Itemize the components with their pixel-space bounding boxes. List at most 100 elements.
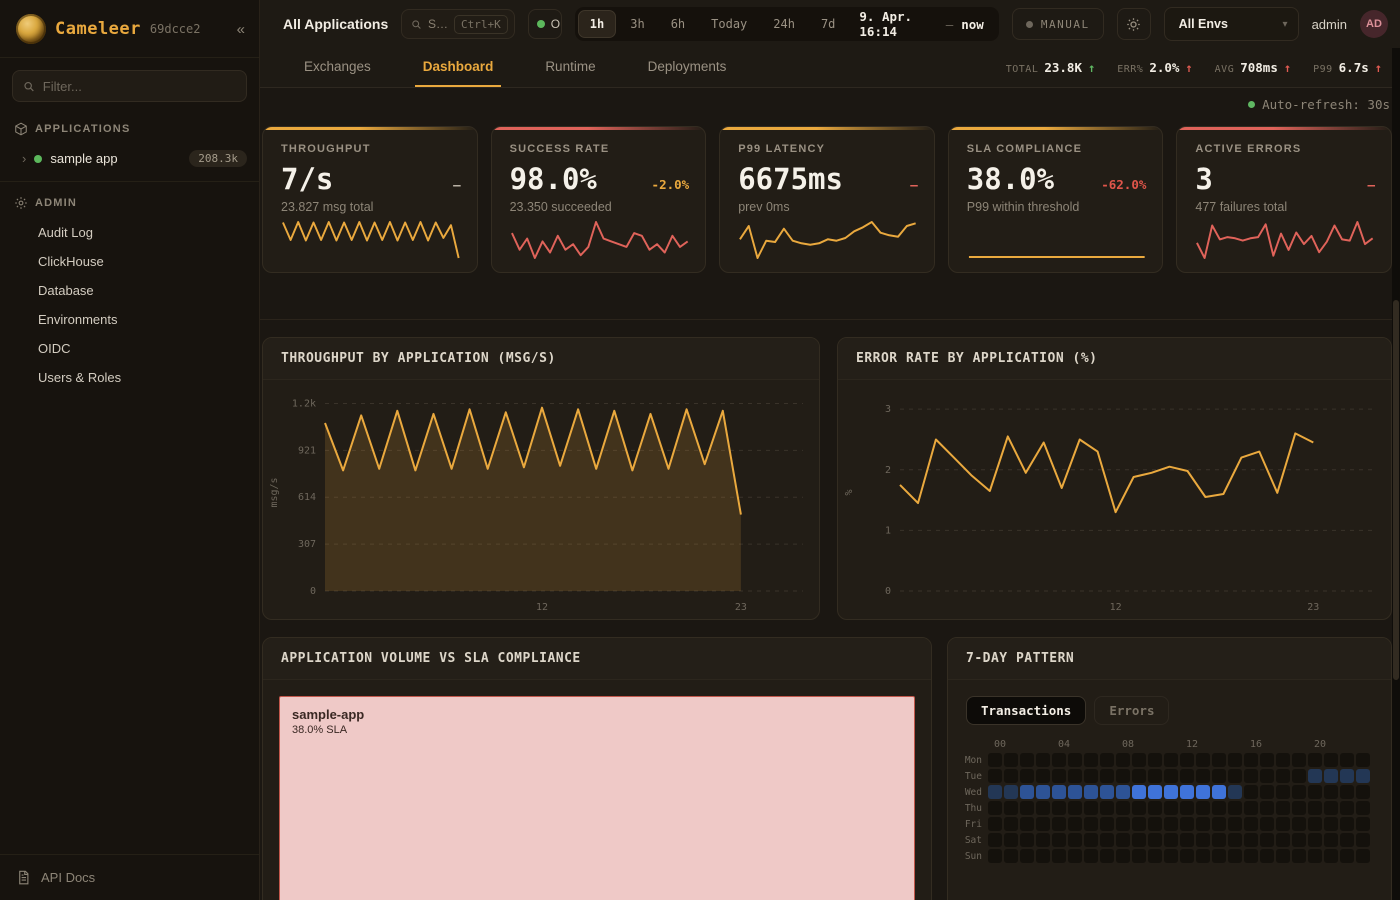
heatmap-cell[interactable]	[1356, 833, 1370, 847]
heatmap-cell[interactable]	[1100, 769, 1114, 783]
heatmap-cell[interactable]	[1068, 753, 1082, 767]
heatmap-cell[interactable]	[1036, 817, 1050, 831]
heatmap-cell[interactable]	[1100, 833, 1114, 847]
heatmap-cell[interactable]	[1324, 801, 1338, 815]
heatmap-cell[interactable]	[1244, 785, 1258, 799]
heatmap-cell[interactable]	[1196, 833, 1210, 847]
heatmap-cell[interactable]	[1196, 769, 1210, 783]
sidebar-item-clickhouse[interactable]: ClickHouse	[38, 254, 104, 269]
heatmap-cell[interactable]	[1132, 849, 1146, 863]
vertical-scrollbar[interactable]	[1392, 48, 1400, 900]
heatmap-cell[interactable]	[1148, 833, 1162, 847]
heatmap-cell[interactable]	[1004, 801, 1018, 815]
heatmap-cell[interactable]	[1164, 833, 1178, 847]
heatmap-cell[interactable]	[1164, 769, 1178, 783]
heatmap-cell[interactable]	[1260, 785, 1274, 799]
heatmap-cell[interactable]	[1068, 801, 1082, 815]
sidebar-item-audit-log[interactable]: Audit Log	[38, 225, 93, 240]
tab-deployments[interactable]: Deployments	[647, 59, 727, 74]
filter-input[interactable]	[42, 78, 236, 94]
heatmap-cell[interactable]	[1260, 801, 1274, 815]
heatmap-cell[interactable]	[1180, 753, 1194, 767]
heatmap-cell[interactable]	[1164, 849, 1178, 863]
heatmap-cell[interactable]	[988, 753, 1002, 767]
tab-exchanges[interactable]: Exchanges	[304, 59, 371, 74]
heatmap-cell[interactable]	[1356, 801, 1370, 815]
sidebar-item-environments[interactable]: Environments	[38, 312, 118, 327]
heatmap-cell[interactable]	[1052, 801, 1066, 815]
heatmap-cell[interactable]	[1340, 801, 1354, 815]
heatmap-cell[interactable]	[1148, 753, 1162, 767]
heatmap-cell[interactable]	[1020, 849, 1034, 863]
manual-mode-button[interactable]: MANUAL	[1011, 8, 1104, 40]
heatmap-cell[interactable]	[1244, 753, 1258, 767]
heatmap-cell[interactable]	[1308, 769, 1322, 783]
heatmap-cell[interactable]	[1244, 833, 1258, 847]
scrollbar-thumb[interactable]	[1393, 300, 1399, 680]
heatmap-cell[interactable]	[1276, 801, 1290, 815]
heatmap-cell[interactable]	[1308, 817, 1322, 831]
heatmap-cell[interactable]	[1100, 849, 1114, 863]
heatmap-cell[interactable]	[1276, 849, 1290, 863]
heatmap-cell[interactable]	[1148, 849, 1162, 863]
treemap-node-sample-app[interactable]: sample-app 38.0% SLA	[279, 696, 915, 900]
heatmap-cell[interactable]	[1324, 833, 1338, 847]
heatmap-cell[interactable]	[1084, 769, 1098, 783]
heatmap-cell[interactable]	[1020, 769, 1034, 783]
heatmap-cell[interactable]	[1260, 833, 1274, 847]
heatmap-cell[interactable]	[1052, 769, 1066, 783]
heatmap-cell[interactable]	[1196, 849, 1210, 863]
heatmap-cell[interactable]	[1148, 785, 1162, 799]
heatmap-cell[interactable]	[1324, 769, 1338, 783]
heatmap-cell[interactable]	[1340, 785, 1354, 799]
heatmap-cell[interactable]	[1324, 785, 1338, 799]
heatmap-cell[interactable]	[1196, 753, 1210, 767]
heatmap-cell[interactable]	[1292, 833, 1306, 847]
heatmap-cell[interactable]	[1180, 769, 1194, 783]
sidebar-filter[interactable]	[12, 70, 247, 102]
heatmap-cell[interactable]	[1164, 817, 1178, 831]
heatmap-cell[interactable]	[1132, 769, 1146, 783]
heatmap-cell[interactable]	[1020, 817, 1034, 831]
heatmap-cell[interactable]	[1148, 817, 1162, 831]
heatmap-cell[interactable]	[1212, 833, 1226, 847]
heatmap-cell[interactable]	[1020, 753, 1034, 767]
heatmap-cell[interactable]	[1292, 769, 1306, 783]
sidebar-item-sample-app[interactable]: › sample app 208.3k	[0, 142, 259, 177]
heatmap-cell[interactable]	[1116, 849, 1130, 863]
heatmap-cell[interactable]	[1068, 785, 1082, 799]
heatmap-cell[interactable]	[1004, 753, 1018, 767]
heatmap-cell[interactable]	[1148, 801, 1162, 815]
live-status-pill[interactable]: O	[527, 9, 562, 39]
heatmap-cell[interactable]	[1356, 849, 1370, 863]
heatmap-cell[interactable]	[1340, 817, 1354, 831]
heatmap-cell[interactable]	[1068, 769, 1082, 783]
heatmap-cell[interactable]	[1036, 833, 1050, 847]
heatmap-cell[interactable]	[1244, 769, 1258, 783]
toggle-errors[interactable]: Errors	[1094, 696, 1170, 725]
heatmap-cell[interactable]	[1244, 801, 1258, 815]
heatmap-cell[interactable]	[1196, 817, 1210, 831]
heatmap-cell[interactable]	[1132, 785, 1146, 799]
range-button-24h[interactable]: 24h	[773, 17, 795, 31]
tab-dashboard[interactable]: Dashboard	[414, 48, 502, 87]
heatmap-cell[interactable]	[1132, 753, 1146, 767]
heatmap-cell[interactable]	[1084, 785, 1098, 799]
sidebar-footer[interactable]: API Docs	[0, 854, 259, 900]
heatmap-cell[interactable]	[1020, 833, 1034, 847]
heatmap-cell[interactable]	[1100, 817, 1114, 831]
heatmap-cell[interactable]	[1036, 785, 1050, 799]
heatmap-cell[interactable]	[1020, 801, 1034, 815]
heatmap-cell[interactable]	[1132, 817, 1146, 831]
heatmap-cell[interactable]	[1068, 849, 1082, 863]
heatmap-cell[interactable]	[1340, 769, 1354, 783]
heatmap-cell[interactable]	[1004, 817, 1018, 831]
heatmap-cell[interactable]	[1228, 817, 1242, 831]
heatmap-cell[interactable]	[1244, 849, 1258, 863]
heatmap-cell[interactable]	[1244, 817, 1258, 831]
heatmap-cell[interactable]	[1212, 753, 1226, 767]
heatmap-cell[interactable]	[1196, 785, 1210, 799]
heatmap-cell[interactable]	[1052, 817, 1066, 831]
tab-runtime[interactable]: Runtime	[545, 59, 596, 74]
